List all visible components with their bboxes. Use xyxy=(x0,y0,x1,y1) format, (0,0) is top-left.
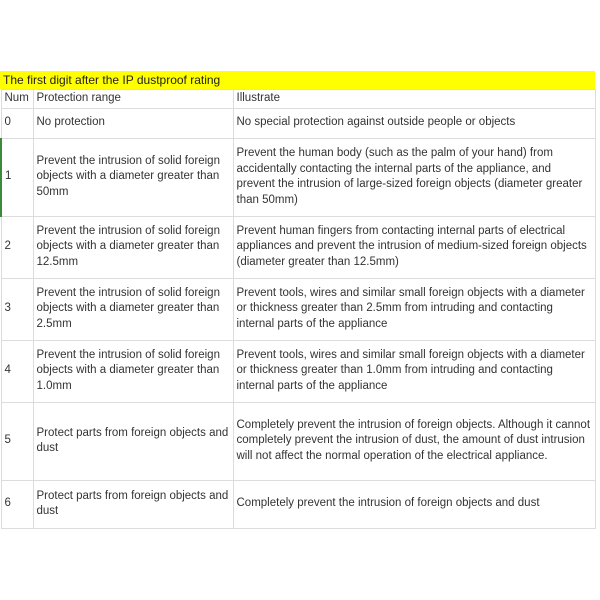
ip-rating-table: Num Protection range Illustrate 0 No pro… xyxy=(0,89,596,529)
cell-num[interactable]: 1 xyxy=(0,137,34,217)
header-num[interactable]: Num xyxy=(0,89,34,109)
header-illustrate[interactable]: Illustrate xyxy=(232,89,596,109)
cell-num[interactable]: 3 xyxy=(0,277,34,341)
cell-illustrate[interactable]: No special protection against outside pe… xyxy=(232,107,596,139)
table-row: 3 Prevent the intrusion of solid foreign… xyxy=(0,277,596,341)
cell-num[interactable]: 4 xyxy=(0,339,34,403)
table-row: 4 Prevent the intrusion of solid foreign… xyxy=(0,339,596,403)
cell-illustrate[interactable]: Prevent the human body (such as the palm… xyxy=(232,137,596,217)
cell-range[interactable]: Prevent the intrusion of solid foreign o… xyxy=(32,137,234,217)
table-row: 0 No protection No special protection ag… xyxy=(0,107,596,139)
cell-illustrate[interactable]: Completely prevent the intrusion of fore… xyxy=(232,401,596,481)
table-row: 1 Prevent the intrusion of solid foreign… xyxy=(0,137,596,217)
table-row: 2 Prevent the intrusion of solid foreign… xyxy=(0,215,596,279)
table-row: 5 Protect parts from foreign objects and… xyxy=(0,401,596,481)
cell-num[interactable]: 2 xyxy=(0,215,34,279)
cell-range[interactable]: Protect parts from foreign objects and d… xyxy=(32,401,234,481)
table-title: The first digit after the IP dustproof r… xyxy=(0,71,595,89)
cell-illustrate[interactable]: Completely prevent the intrusion of fore… xyxy=(232,479,596,529)
cell-range[interactable]: Prevent the intrusion of solid foreign o… xyxy=(32,339,234,403)
header-row: Num Protection range Illustrate xyxy=(0,89,596,109)
cell-num[interactable]: 0 xyxy=(0,107,34,139)
cell-range[interactable]: Prevent the intrusion of solid foreign o… xyxy=(32,215,234,279)
header-range[interactable]: Protection range xyxy=(32,89,234,109)
cell-range[interactable]: Protect parts from foreign objects and d… xyxy=(32,479,234,529)
cell-illustrate[interactable]: Prevent tools, wires and similar small f… xyxy=(232,277,596,341)
cell-num[interactable]: 6 xyxy=(0,479,34,529)
cell-range[interactable]: Prevent the intrusion of solid foreign o… xyxy=(32,277,234,341)
cell-illustrate[interactable]: Prevent human fingers from contacting in… xyxy=(232,215,596,279)
table-row: 6 Protect parts from foreign objects and… xyxy=(0,479,596,529)
cell-range[interactable]: No protection xyxy=(32,107,234,139)
cell-num[interactable]: 5 xyxy=(0,401,34,481)
cell-illustrate[interactable]: Prevent tools, wires and similar small f… xyxy=(232,339,596,403)
